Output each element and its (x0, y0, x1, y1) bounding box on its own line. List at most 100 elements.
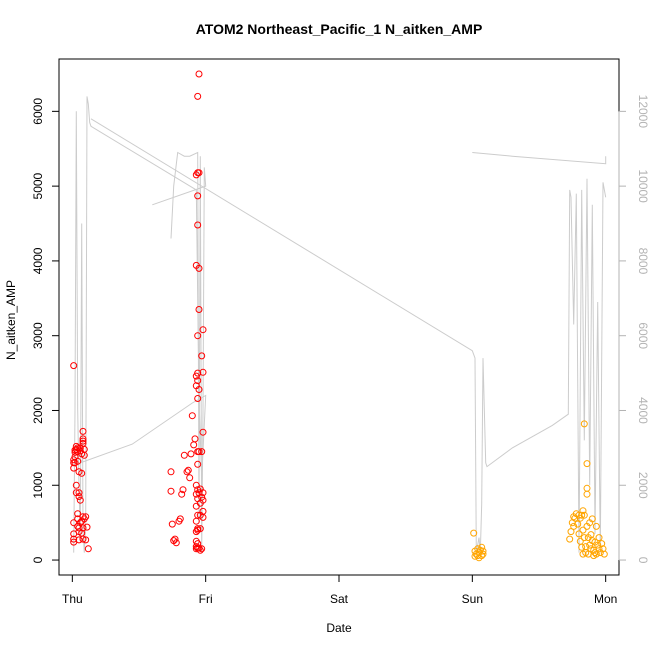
data-point (82, 536, 90, 544)
y-tick-label: 3000 (31, 322, 45, 349)
data-point (576, 537, 584, 545)
data-point (72, 442, 80, 450)
data-point (70, 535, 78, 543)
data-point (168, 520, 176, 528)
data-point (75, 489, 83, 497)
data-point (79, 435, 87, 443)
data-point (199, 513, 207, 521)
data-point (186, 474, 194, 482)
data-point (167, 487, 175, 495)
data-point (194, 221, 202, 229)
y2-tick-label: 2000 (636, 472, 650, 499)
data-point (74, 457, 82, 465)
data-point (583, 460, 591, 468)
data-point (167, 468, 175, 476)
y-tick-label: 0 (31, 556, 45, 563)
data-point (591, 549, 599, 557)
data-point (80, 445, 88, 453)
data-point (82, 513, 90, 521)
data-point (192, 517, 200, 525)
data-point (579, 507, 587, 515)
data-point (194, 92, 202, 100)
data-point (570, 522, 578, 530)
y-tick-label: 5000 (31, 172, 45, 199)
data-point (83, 523, 91, 531)
secondary-line-segment (472, 152, 607, 165)
data-point (583, 484, 591, 492)
chart-title: ATOM2 Northeast_Pacific_1 N_aitken_AMP (196, 21, 483, 37)
x-tick-label: Sat (330, 592, 349, 606)
data-point (579, 526, 587, 534)
data-point (575, 530, 583, 538)
data-point (194, 460, 202, 468)
data-point (594, 541, 602, 549)
data-point (190, 441, 198, 449)
x-tick-label: Sun (462, 592, 483, 606)
data-point (198, 352, 206, 360)
data-point (198, 448, 206, 456)
y2-tick-label: 0 (636, 557, 650, 564)
data-point (583, 490, 591, 498)
data-point (76, 496, 84, 504)
x-tick-label: Thu (62, 592, 83, 606)
secondary-line-segment (73, 96, 207, 553)
primary-y-axis: 0 1000 2000 3000 4000 5000 6000 (31, 98, 60, 563)
data-point (70, 362, 78, 370)
data-point (184, 466, 192, 474)
data-point (78, 469, 86, 477)
data-point (479, 547, 487, 555)
data-point (592, 550, 600, 558)
data-point (195, 264, 203, 272)
data-point (199, 428, 207, 436)
data-point (194, 540, 202, 548)
data-point (199, 489, 207, 497)
data-point (194, 395, 202, 402)
data-point (187, 450, 195, 458)
secondary-series-line (73, 96, 607, 553)
data-point (478, 552, 486, 560)
data-point (600, 550, 608, 558)
y2-tick-label: 12000 (636, 95, 650, 129)
data-point (183, 468, 191, 476)
data-point (566, 535, 574, 543)
plot-frame (58, 58, 620, 576)
x-tick-label: Fri (199, 592, 213, 606)
data-point (195, 386, 203, 393)
data-point (470, 529, 478, 537)
data-point (172, 539, 180, 547)
secondary-line-segment (90, 118, 607, 553)
data-point (198, 545, 206, 553)
data-point (195, 169, 203, 177)
data-point (192, 502, 200, 510)
data-point (194, 192, 202, 200)
data-point (588, 515, 596, 523)
y2-tick-label: 8000 (636, 248, 650, 275)
x-axis: Thu Fri Sat Sun Mon (62, 574, 617, 606)
data-point (79, 524, 87, 532)
y-tick-label: 4000 (31, 247, 45, 274)
data-point (196, 546, 204, 554)
data-point (79, 427, 87, 435)
data-point (171, 535, 179, 543)
x-tick-label: Mon (594, 592, 617, 606)
data-point (180, 451, 188, 459)
data-point (72, 481, 80, 489)
data-point (194, 332, 202, 340)
scatter-points (70, 70, 608, 562)
data-point (574, 520, 582, 528)
data-point (194, 377, 202, 385)
data-point (75, 493, 83, 500)
y2-tick-label: 10000 (636, 169, 650, 203)
secondary-y-axis: 0 2000 4000 6000 8000 10000 12000 (618, 95, 650, 564)
data-point (176, 515, 184, 523)
data-point (74, 510, 82, 518)
data-point (479, 550, 487, 558)
data-point (79, 437, 87, 445)
y2-tick-label: 6000 (636, 322, 650, 349)
data-point (199, 326, 207, 334)
y-tick-label: 2000 (31, 397, 45, 424)
y-tick-label: 6000 (31, 98, 45, 125)
data-point (188, 412, 196, 420)
